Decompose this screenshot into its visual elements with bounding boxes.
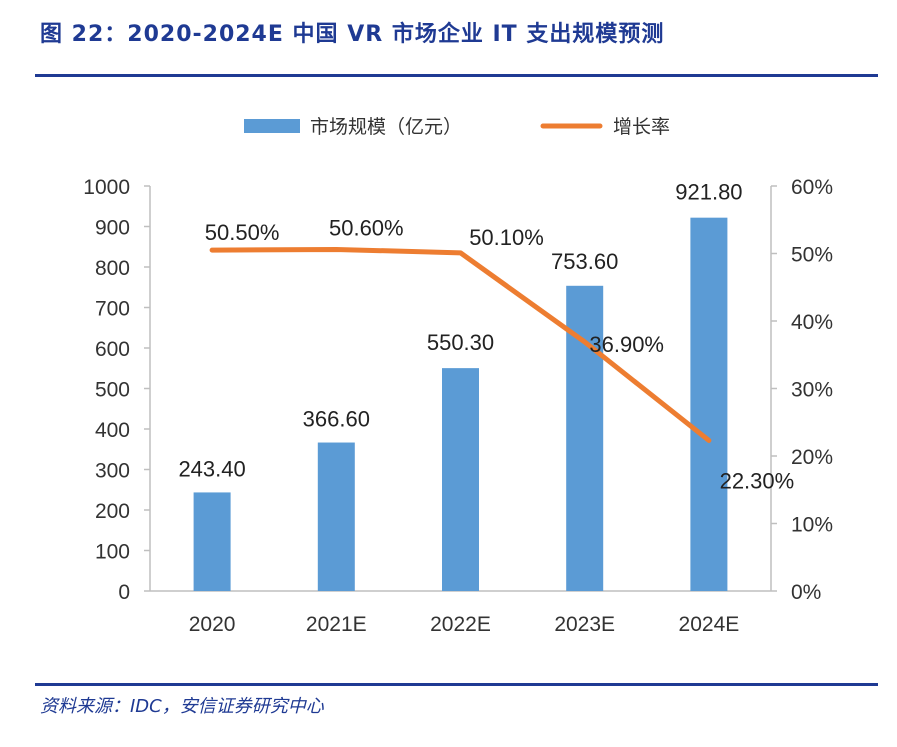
bar-value-label: 550.30 (427, 330, 494, 355)
growth-line (209, 246, 712, 443)
y-left-tick-label: 100 (95, 541, 130, 564)
growth-line-path (209, 246, 712, 443)
legend-bar-swatch (244, 119, 300, 133)
y-right-tick-label: 50% (791, 244, 833, 267)
y-right-tick-label: 60% (791, 176, 833, 199)
x-tick-label: 2024E (679, 613, 740, 636)
growth-value-label: 22.30% (720, 468, 795, 493)
x-tick-label: 2022E (430, 613, 491, 636)
source-divider (35, 683, 878, 686)
y-right-tick-label: 30% (791, 379, 833, 402)
source-note: 资料来源：IDC，安信证券研究中心 (40, 696, 324, 717)
bars (193, 217, 728, 591)
legend: 市场规模（亿元） 增长率 (244, 116, 670, 138)
bar-value-label: 243.40 (178, 456, 245, 481)
y-left-tick-label: 400 (95, 419, 130, 442)
legend-bar-label: 市场规模（亿元） (310, 116, 462, 138)
x-tick-label: 2021E (306, 613, 367, 636)
bar (690, 217, 728, 591)
y-left-tick-label: 200 (95, 500, 130, 523)
y-left-tick-label: 300 (95, 460, 130, 483)
bar (193, 492, 231, 591)
growth-value-label: 36.90% (589, 332, 664, 357)
y-right-tick-label: 20% (791, 446, 833, 469)
y-left-tick-label: 700 (95, 298, 130, 321)
data-labels: 243.40 366.60 550.30 753.60 921.80 50.50% 50.6… (178, 180, 794, 494)
legend-line-label: 增长率 (613, 116, 670, 138)
y-left-tick-label: 800 (95, 257, 130, 280)
x-tick-label: 2023E (554, 613, 615, 636)
title-divider (35, 74, 878, 77)
y-right-tick-label: 40% (791, 311, 833, 334)
bar-value-label: 921.80 (675, 180, 742, 205)
bar (566, 285, 604, 591)
bar (442, 368, 479, 591)
bar-value-label: 753.60 (551, 249, 618, 274)
y-left-tick-label: 500 (95, 379, 130, 402)
y-left-tick-label: 1000 (83, 176, 130, 199)
x-tick-label: 2020 (189, 613, 236, 636)
y-right-tick-label: 0% (791, 581, 821, 604)
y-left-tick-label: 600 (95, 338, 130, 361)
y-left-tick-label: 0 (118, 581, 130, 604)
growth-value-label: 50.10% (469, 225, 544, 250)
bar-value-label: 366.60 (303, 407, 370, 432)
y-right-tick-label: 10% (791, 514, 833, 537)
y-left-tick-label: 900 (95, 217, 130, 240)
growth-value-label: 50.60% (329, 215, 404, 240)
bar (317, 442, 355, 591)
figure-title: 图 22：2020-2024E 中国 VR 市场企业 IT 支出规模预测 (40, 22, 665, 47)
axes: 0 100 200 300 400 500 600 700 800 900 1000 0% 10% 20%… (83, 176, 833, 636)
growth-value-label: 50.50% (205, 220, 280, 245)
